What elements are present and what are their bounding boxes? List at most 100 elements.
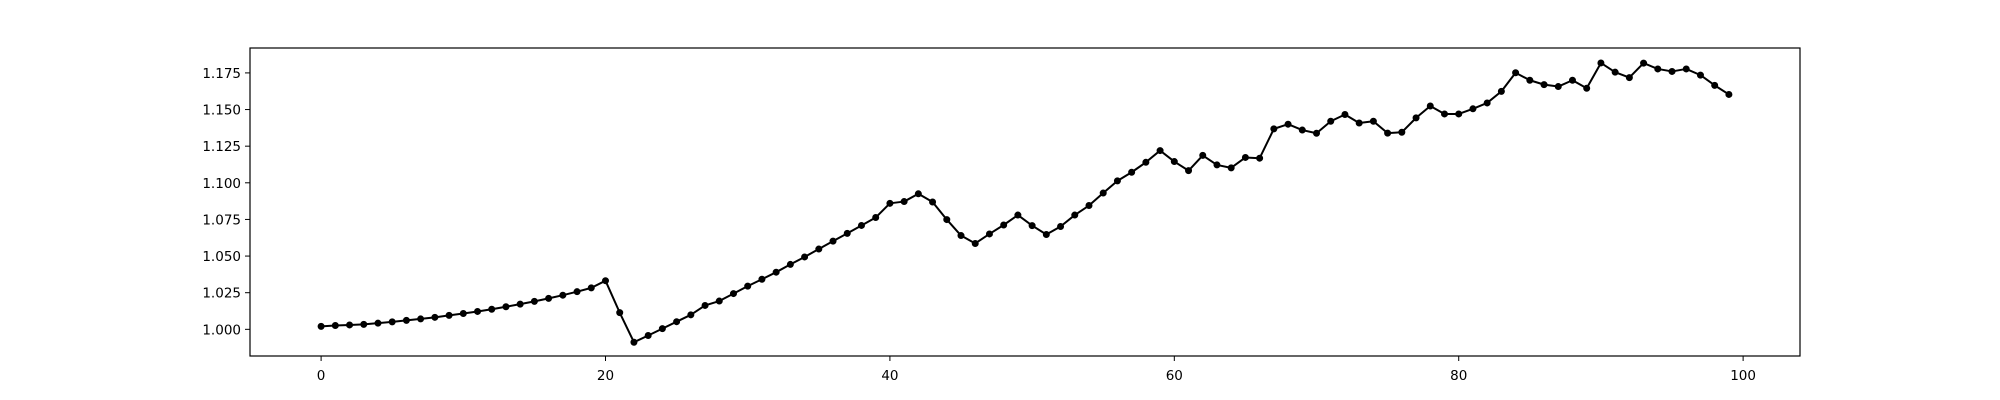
data-point bbox=[1057, 222, 1065, 230]
y-tick-label: 1.100 bbox=[202, 176, 241, 192]
data-point bbox=[488, 305, 496, 313]
y-tick-label: 1.000 bbox=[202, 322, 241, 338]
data-point bbox=[1412, 114, 1420, 122]
x-tick-label: 80 bbox=[1450, 368, 1467, 384]
data-point bbox=[616, 309, 624, 317]
data-point bbox=[1455, 110, 1463, 118]
data-point bbox=[1554, 83, 1562, 91]
data-point bbox=[587, 284, 595, 292]
y-tick-label: 1.150 bbox=[202, 103, 241, 119]
data-point bbox=[914, 190, 922, 198]
y-axis: 1.000 1.025 1.050 1.075 1.100 1.125 1.150 1.175 bbox=[202, 66, 250, 338]
data-point bbox=[1540, 81, 1548, 89]
data-point bbox=[744, 282, 752, 290]
series-line bbox=[321, 61, 1730, 344]
data-point bbox=[1583, 84, 1591, 92]
data-point bbox=[1426, 102, 1434, 110]
data-point bbox=[459, 310, 467, 318]
data-point bbox=[644, 331, 652, 339]
data-point bbox=[1327, 117, 1335, 125]
data-point bbox=[673, 318, 681, 326]
data-point bbox=[474, 307, 482, 315]
data-point bbox=[1398, 128, 1406, 136]
data-point bbox=[1028, 222, 1036, 230]
data-point bbox=[1711, 81, 1719, 89]
data-point bbox=[772, 268, 780, 276]
data-point bbox=[829, 237, 837, 245]
data-point bbox=[985, 230, 993, 238]
data-point bbox=[1512, 69, 1520, 77]
data-point bbox=[417, 315, 425, 323]
data-point bbox=[701, 301, 709, 309]
data-point bbox=[502, 303, 510, 311]
data-point bbox=[559, 291, 567, 299]
data-point bbox=[331, 322, 339, 330]
data-point bbox=[857, 221, 865, 229]
data-point bbox=[1085, 202, 1093, 210]
data-point bbox=[1725, 90, 1733, 98]
data-point bbox=[1128, 168, 1136, 176]
data-point bbox=[1696, 71, 1704, 79]
data-point bbox=[1526, 76, 1534, 84]
data-point bbox=[1497, 87, 1505, 95]
data-point bbox=[1199, 151, 1207, 159]
data-point bbox=[658, 325, 666, 333]
data-point bbox=[1682, 65, 1690, 73]
data-point bbox=[687, 311, 695, 319]
data-point bbox=[1568, 76, 1576, 84]
data-point bbox=[1654, 65, 1662, 73]
x-tick-label: 100 bbox=[1730, 368, 1756, 384]
data-point bbox=[1156, 147, 1164, 155]
data-point bbox=[1014, 211, 1022, 219]
data-point bbox=[402, 316, 410, 324]
y-tick-label: 1.175 bbox=[202, 66, 241, 82]
data-point bbox=[360, 320, 368, 328]
plot-frame bbox=[249, 47, 1801, 357]
data-point bbox=[1185, 167, 1193, 175]
data-point bbox=[1625, 74, 1633, 82]
data-point bbox=[1256, 154, 1264, 162]
data-point bbox=[445, 311, 453, 319]
data-point bbox=[1213, 161, 1221, 169]
data-point bbox=[545, 294, 553, 302]
data-point bbox=[346, 321, 354, 329]
data-point bbox=[1469, 105, 1477, 113]
data-point bbox=[1000, 221, 1008, 229]
x-axis: 0 20 40 60 80 100 bbox=[317, 356, 1756, 384]
data-point bbox=[602, 277, 609, 285]
data-point bbox=[1284, 120, 1292, 128]
x-tick-label: 60 bbox=[1166, 368, 1183, 384]
data-point bbox=[530, 297, 538, 305]
data-point bbox=[943, 216, 951, 224]
data-point bbox=[786, 260, 794, 268]
data-point bbox=[1597, 59, 1605, 67]
data-point bbox=[317, 322, 325, 330]
data-point bbox=[1227, 164, 1235, 172]
data-point bbox=[929, 198, 937, 206]
data-point bbox=[630, 338, 638, 346]
series-points bbox=[317, 59, 1733, 346]
data-point bbox=[900, 198, 908, 206]
data-point bbox=[872, 214, 880, 222]
data-point bbox=[957, 232, 965, 240]
data-point bbox=[516, 300, 524, 308]
data-point bbox=[1142, 158, 1150, 166]
data-point bbox=[1640, 59, 1648, 67]
data-point bbox=[1384, 129, 1392, 137]
data-point bbox=[1170, 158, 1178, 166]
data-point bbox=[1441, 110, 1448, 118]
data-point bbox=[1270, 125, 1278, 133]
data-point bbox=[1369, 117, 1377, 125]
data-point bbox=[1071, 211, 1079, 219]
data-point bbox=[1341, 111, 1349, 119]
x-tick-label: 40 bbox=[881, 368, 898, 384]
data-point bbox=[1611, 68, 1619, 76]
data-point bbox=[843, 229, 851, 237]
data-point bbox=[715, 297, 723, 305]
y-tick-label: 1.125 bbox=[202, 139, 241, 155]
y-tick-label: 1.050 bbox=[202, 249, 241, 265]
data-point bbox=[1355, 119, 1363, 127]
data-point bbox=[388, 318, 396, 326]
data-point bbox=[431, 313, 439, 321]
